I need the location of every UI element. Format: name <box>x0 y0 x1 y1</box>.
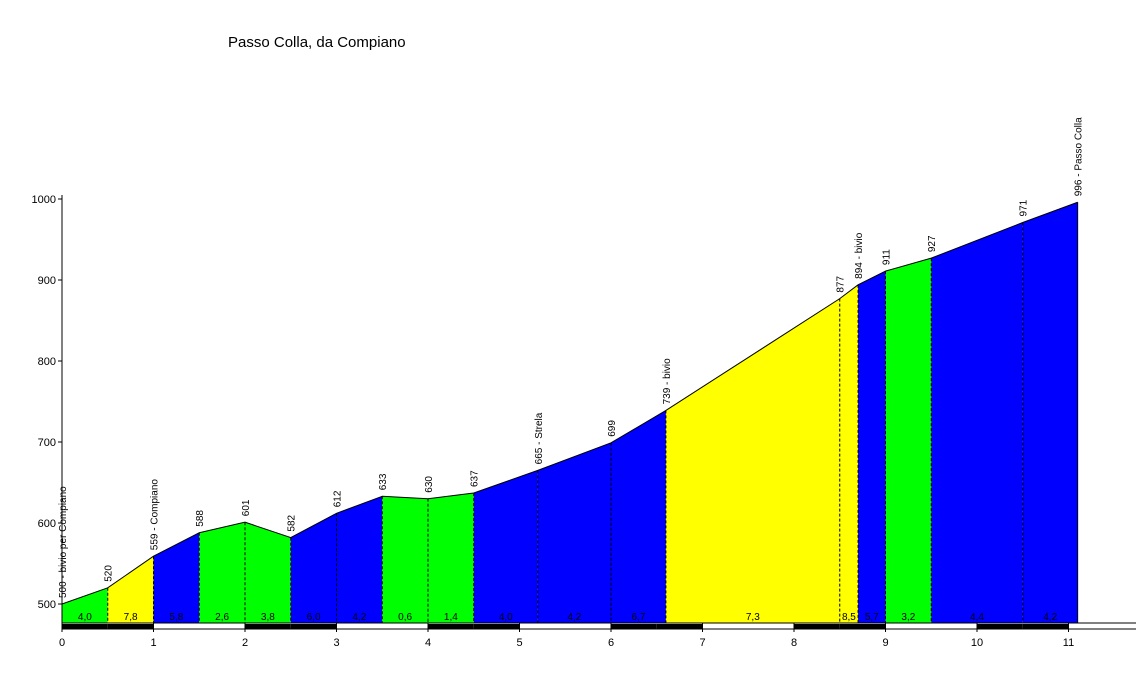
scale-bar-black <box>290 624 337 629</box>
y-tick-labels: 500 600 700 800 900 1000 <box>32 194 56 611</box>
x-tick-label: 11 <box>1063 637 1074 649</box>
scale-bar-black <box>245 624 291 629</box>
segment-fill <box>245 522 291 623</box>
segment-fill <box>62 587 108 623</box>
profile-line <box>61 201 1078 605</box>
point-label: 699 <box>607 420 618 437</box>
scale-bar-black <box>656 624 703 629</box>
gradient-label: 3,2 <box>901 612 915 623</box>
point-label: 633 <box>378 473 389 490</box>
point-label: 877 <box>836 276 847 293</box>
point-label: 665 - Strela <box>534 412 545 464</box>
point-label: 996 - Passo Colla <box>1074 117 1085 196</box>
point-label: 894 - bivio <box>854 232 865 279</box>
gradient-label: 6,0 <box>307 612 321 623</box>
profile-outline <box>61 201 1078 605</box>
segment-fill <box>428 493 474 623</box>
segment-fill <box>885 258 932 623</box>
gradient-label: 4,4 <box>970 612 984 623</box>
segment-fill <box>107 556 154 623</box>
scale-bar-black <box>473 624 520 629</box>
y-tick-label: 1000 <box>32 194 56 206</box>
gradient-label: 4,0 <box>499 612 513 623</box>
scale-bar-black <box>611 624 657 629</box>
x-tick-label: 6 <box>608 637 614 649</box>
y-tick-label: 700 <box>38 437 56 449</box>
segment-fill <box>290 513 337 623</box>
gradient-label: 7,8 <box>124 612 138 623</box>
gradient-label: 8,5 <box>842 612 856 623</box>
gradient-label: 1,4 <box>444 612 458 623</box>
point-label: 927 <box>927 235 938 252</box>
point-label: 582 <box>287 514 298 531</box>
point-label: 971 <box>1019 199 1030 216</box>
scale-bar-black <box>977 624 1023 629</box>
segment-dividers <box>107 202 1079 623</box>
x-tick-label: 8 <box>791 637 797 649</box>
gradient-label: 4,2 <box>1043 612 1057 623</box>
chart-title: Passo Colla, da Compiano <box>228 34 406 51</box>
point-label: 588 <box>195 510 206 527</box>
gradient-label: 2,6 <box>215 612 229 623</box>
y-tick-label: 900 <box>38 275 56 287</box>
gradient-label: 5,8 <box>169 612 183 623</box>
gradient-label: 4,0 <box>78 612 92 623</box>
x-tick-label: 9 <box>882 637 888 649</box>
point-labels: 500 - bivio per Compiano 520 559 - Compian… <box>58 117 1085 598</box>
segment-fill <box>473 470 538 623</box>
gradient-label: 4,2 <box>567 612 581 623</box>
gradient-label: 4,2 <box>352 612 366 623</box>
scale-bar-black <box>839 624 886 629</box>
segment-fill <box>931 222 1023 624</box>
segment-fill <box>839 284 859 623</box>
profile-fills <box>62 202 1078 624</box>
x-tick-labels: 0 1 2 3 4 5 6 7 8 9 10 11 <box>59 637 1074 649</box>
y-tick-label: 500 <box>38 599 56 611</box>
point-label: 637 <box>470 470 481 487</box>
point-label: 559 - Compiano <box>150 479 161 551</box>
x-tick-label: 10 <box>971 637 983 649</box>
segment-fill <box>199 522 245 623</box>
segment-fill <box>611 410 666 623</box>
x-tick-label: 1 <box>150 637 156 649</box>
gradient-label: 3,8 <box>261 612 275 623</box>
gradient-label: 0,6 <box>398 612 412 623</box>
scale-bar-black <box>428 624 474 629</box>
segment-fill <box>336 496 383 623</box>
gradient-label: 6,7 <box>631 612 645 623</box>
scale-bar-black <box>794 624 840 629</box>
axes <box>58 195 1136 632</box>
gradient-label: 5,7 <box>865 612 879 623</box>
segment-fill <box>153 532 200 623</box>
segment-fill <box>858 271 886 623</box>
point-label: 601 <box>241 499 252 516</box>
point-label: 739 - bivio <box>662 358 673 405</box>
gradient-label: 7,3 <box>746 612 760 623</box>
segment-fill <box>665 298 840 623</box>
scale-bar-black <box>62 624 108 629</box>
x-tick-label: 2 <box>242 637 248 649</box>
segment-fill <box>1022 202 1078 624</box>
point-label: 520 <box>104 565 115 582</box>
x-tick-label: 5 <box>516 637 522 649</box>
point-label: 630 <box>424 476 435 493</box>
segment-fill <box>382 496 428 623</box>
segment-fill <box>537 442 611 623</box>
x-tick-label: 7 <box>699 637 705 649</box>
y-tick-label: 600 <box>38 518 56 530</box>
point-label: 911 <box>882 249 893 265</box>
gradient-labels: 4,0 7,8 5,8 2,6 3,8 6,0 4,2 0,6 1,4 4,0 4,2 6,7 7,3 8… <box>78 612 1058 623</box>
point-label: 500 - bivio per Compiano <box>58 486 69 598</box>
point-label: 612 <box>333 490 344 507</box>
y-tick-label: 800 <box>38 356 56 368</box>
scale-bar-black <box>107 624 154 629</box>
x-tick-label: 3 <box>333 637 339 649</box>
x-tick-label: 4 <box>425 637 431 649</box>
x-tick-label: 0 <box>59 637 65 649</box>
scale-bar-black <box>1022 624 1069 629</box>
